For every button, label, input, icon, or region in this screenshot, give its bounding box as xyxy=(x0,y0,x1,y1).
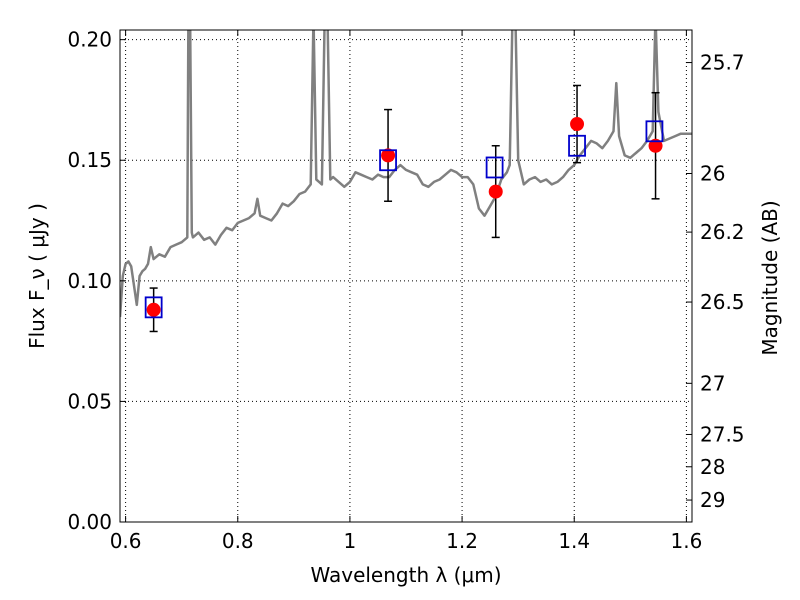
y-tick-label: 0.00 xyxy=(67,510,112,534)
x-tick-label: 1.2 xyxy=(446,529,478,553)
observed-point xyxy=(488,184,503,199)
y-tick-label: 0.10 xyxy=(67,269,112,293)
grid xyxy=(120,30,692,523)
x-tick-label: 0.8 xyxy=(222,529,254,553)
x-tick-label: 0.6 xyxy=(110,529,142,553)
x-tick-label: 1 xyxy=(344,529,357,553)
observed-point xyxy=(570,117,585,132)
spectrum-line xyxy=(120,30,692,318)
plot-frame xyxy=(119,29,693,523)
y-axis-right-label: Magnitude (AB) xyxy=(758,200,782,355)
observed-point xyxy=(381,148,396,163)
x-tick-label: 1.6 xyxy=(670,529,702,553)
right-tick-label: 29 xyxy=(700,488,725,512)
y-tick-label: 0.20 xyxy=(67,28,112,52)
right-tick-label: 26 xyxy=(700,162,725,186)
y-axis-label: Flux F_ν ( μJy ) xyxy=(25,203,49,349)
model-square xyxy=(485,156,504,179)
right-tick-label: 25.7 xyxy=(700,51,745,75)
observed-point xyxy=(146,302,161,317)
model-square xyxy=(645,120,664,143)
right-tick-label: 27.5 xyxy=(700,422,745,446)
y-tick-label: 0.05 xyxy=(67,389,112,413)
observed-point xyxy=(648,138,663,153)
y-tick-label: 0.15 xyxy=(67,148,112,172)
x-tick-label: 1.4 xyxy=(558,529,590,553)
model-square xyxy=(568,134,586,157)
right-tick-label: 26.5 xyxy=(700,290,745,314)
model-square xyxy=(144,296,163,319)
plot-area xyxy=(120,30,692,333)
right-tick-label: 26.2 xyxy=(700,220,745,244)
axis-ticks: 0.6 0.8 1 1.2 1.4 1.6 0.00 0.05 0.10 0.15 0.20 25.7… xyxy=(67,28,744,553)
x-axis-label: Wavelength λ (μm) xyxy=(310,563,501,587)
right-tick-label: 27 xyxy=(700,371,725,395)
model-square xyxy=(379,149,397,172)
right-tick-label: 28 xyxy=(700,455,725,479)
